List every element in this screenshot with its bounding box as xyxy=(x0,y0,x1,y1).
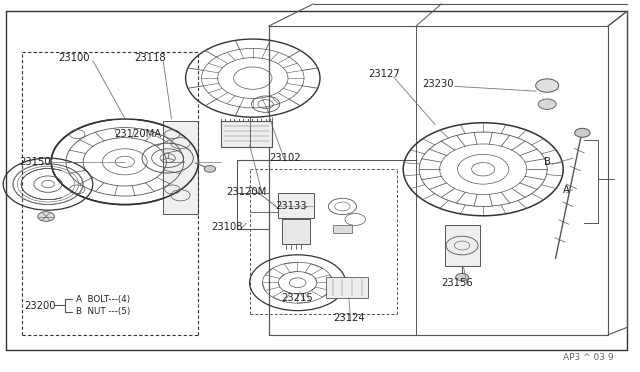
FancyBboxPatch shape xyxy=(278,193,314,218)
Text: 23150: 23150 xyxy=(19,157,51,167)
Circle shape xyxy=(456,273,468,281)
Text: 23120MA: 23120MA xyxy=(114,129,161,139)
FancyBboxPatch shape xyxy=(326,277,368,298)
Text: B: B xyxy=(544,157,550,167)
Polygon shape xyxy=(163,121,198,214)
FancyBboxPatch shape xyxy=(333,225,352,232)
Circle shape xyxy=(575,128,590,137)
Text: 23127: 23127 xyxy=(368,70,400,79)
Text: 23108: 23108 xyxy=(211,222,243,232)
Text: 23120M: 23120M xyxy=(227,187,266,196)
Text: A: A xyxy=(563,185,570,195)
Text: A  BOLT---(4): A BOLT---(4) xyxy=(76,295,130,304)
Text: 23156: 23156 xyxy=(442,278,474,288)
Text: 23215: 23215 xyxy=(282,293,314,302)
Text: B  NUT ---(5): B NUT ---(5) xyxy=(76,307,130,316)
Text: 23133: 23133 xyxy=(275,202,307,211)
Text: AP3 ^ 03 9: AP3 ^ 03 9 xyxy=(563,353,614,362)
Circle shape xyxy=(38,212,54,221)
Text: 23102: 23102 xyxy=(269,153,301,163)
Text: 23100: 23100 xyxy=(58,53,90,62)
Text: 23200: 23200 xyxy=(24,301,56,311)
FancyBboxPatch shape xyxy=(282,219,310,244)
Circle shape xyxy=(536,79,559,92)
Text: 23124: 23124 xyxy=(333,313,365,323)
Circle shape xyxy=(538,99,556,109)
FancyBboxPatch shape xyxy=(445,225,480,266)
Circle shape xyxy=(204,166,216,172)
Text: 23118: 23118 xyxy=(134,53,166,62)
Text: 23230: 23230 xyxy=(422,79,454,89)
FancyBboxPatch shape xyxy=(221,121,272,147)
